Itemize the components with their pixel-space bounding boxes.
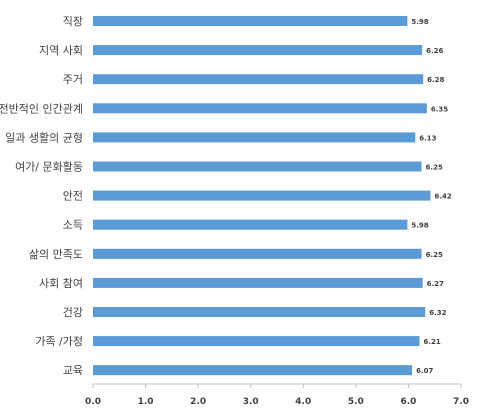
x-tick-labels-group: 0.0 1.0 2.0 3.0 4.0 5.0 6.0 7.0 — [85, 384, 469, 407]
category-label: 삶의 만족도 — [29, 248, 83, 261]
data-label: 6.27 — [427, 280, 444, 288]
category-label: 주거 — [63, 73, 83, 86]
category-label: 전반적인 인간관계 — [0, 102, 83, 115]
x-tick-label: 3.0 — [243, 397, 259, 407]
bar — [93, 336, 420, 347]
data-label: 6.07 — [416, 367, 433, 375]
category-label: 지역 사회 — [39, 44, 83, 57]
category-label: 소득 — [63, 219, 83, 232]
bar — [93, 16, 408, 26]
x-tick-label: 5.0 — [348, 397, 364, 407]
category-label: 일과 생활의 균형 — [5, 130, 83, 144]
x-tick-label: 0.0 — [85, 397, 101, 407]
bar — [93, 190, 431, 201]
data-label: 6.42 — [435, 193, 452, 201]
data-label: 5.98 — [411, 18, 428, 26]
data-label: 6.25 — [426, 164, 443, 172]
category-label: 직장 — [63, 15, 83, 28]
category-label: 가족 /가정 — [35, 335, 83, 348]
category-label: 교육 — [63, 364, 83, 377]
bar — [93, 74, 424, 85]
data-label: 6.35 — [431, 105, 448, 113]
bar — [93, 132, 416, 143]
category-label: 건강 — [63, 306, 83, 319]
data-label: 5.98 — [411, 222, 428, 230]
data-label: 6.13 — [419, 134, 436, 142]
bars-group — [93, 16, 431, 376]
bar — [93, 45, 423, 56]
x-tick-label: 2.0 — [190, 397, 206, 407]
category-label: 사회 참여 — [39, 277, 83, 290]
data-label: 6.25 — [426, 251, 443, 259]
bar — [93, 161, 422, 172]
category-label: 안전 — [63, 190, 83, 203]
data-label: 6.26 — [426, 47, 443, 55]
bar — [93, 103, 427, 114]
bar — [93, 307, 426, 317]
category-label: 여가/ 문화활동 — [15, 160, 83, 174]
bar — [93, 277, 423, 288]
x-tick-label: 7.0 — [453, 397, 469, 407]
x-tick-label: 4.0 — [295, 397, 311, 407]
data-label: 6.28 — [427, 76, 444, 84]
bar — [93, 219, 408, 230]
data-labels-group: 5.98 6.26 6.28 6.35 6.13 6.25 6.42 5.98 6.25 6.27… — [411, 18, 452, 375]
data-label: 6.21 — [423, 338, 440, 346]
data-label: 6.32 — [429, 309, 446, 317]
x-tick-label: 1.0 — [138, 397, 154, 407]
x-tick-label: 6.0 — [400, 397, 416, 407]
bar — [93, 365, 413, 376]
bar — [93, 248, 422, 259]
